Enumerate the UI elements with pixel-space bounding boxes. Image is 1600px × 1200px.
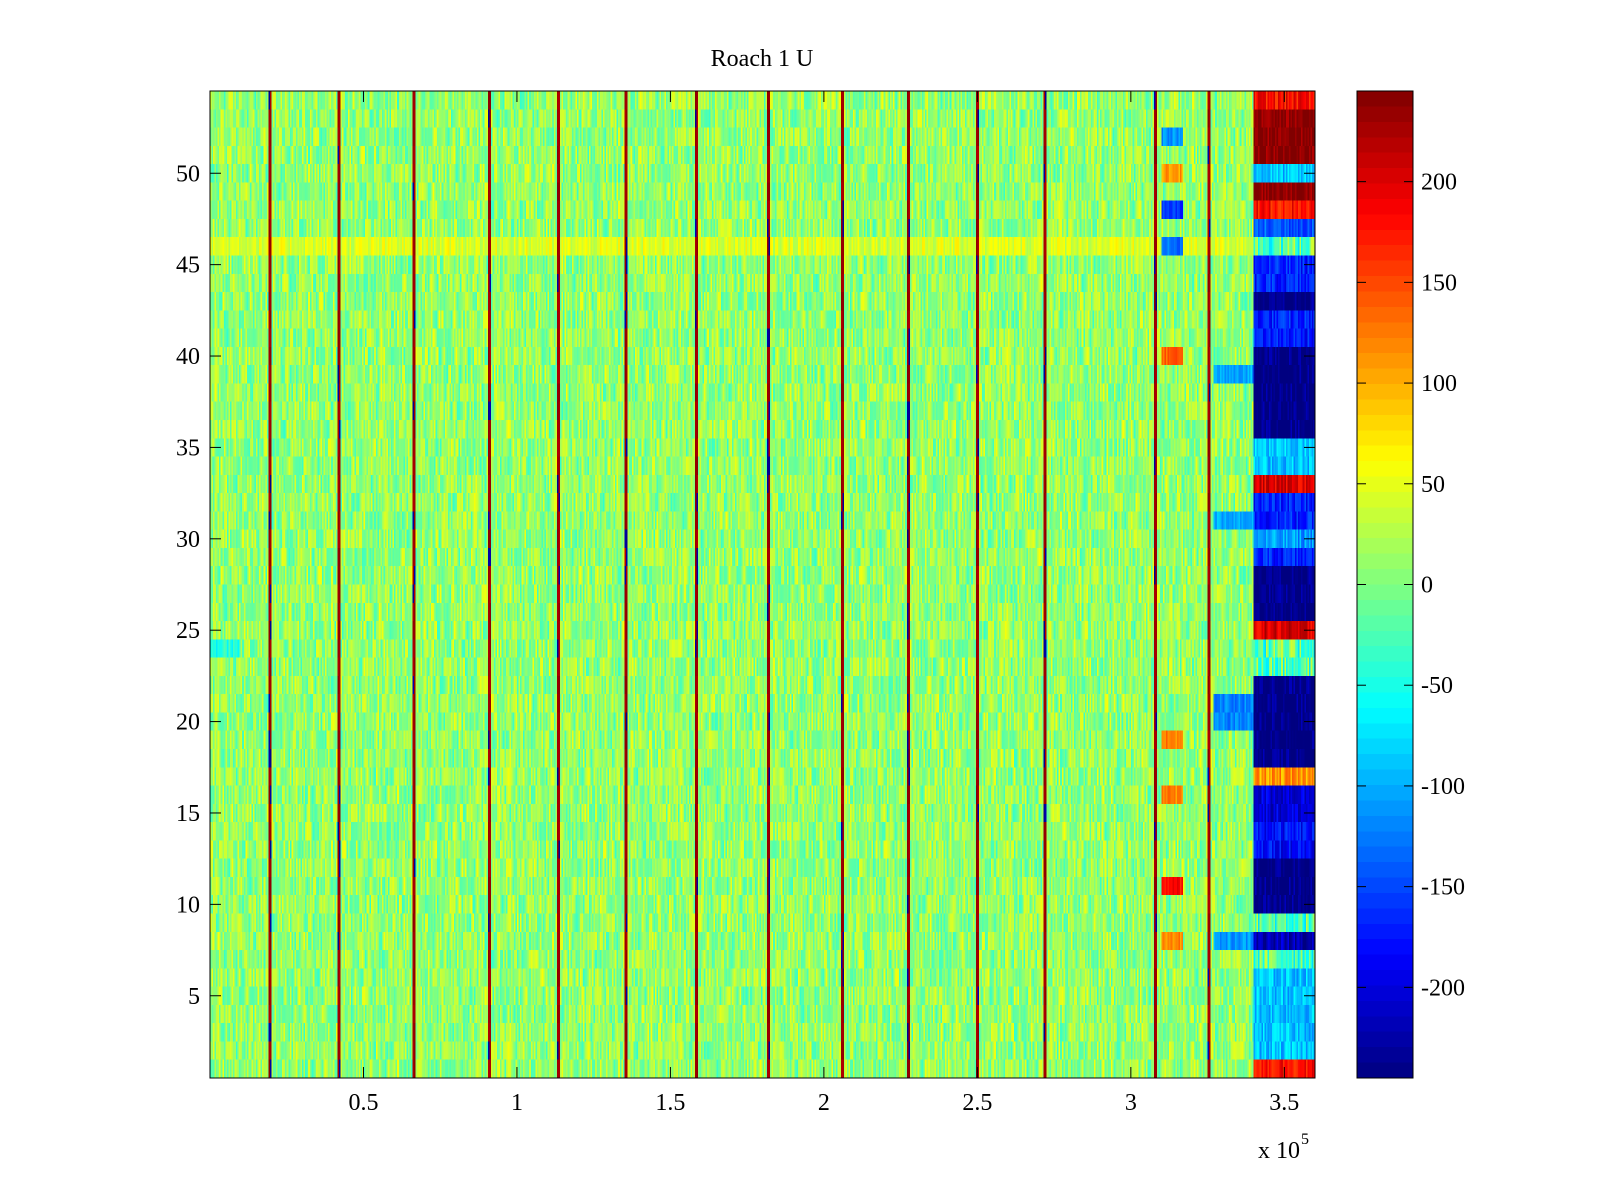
- x-tick-label: 0.5: [348, 1090, 378, 1116]
- y-tick-label: 10: [176, 892, 200, 918]
- y-tick-label: 25: [176, 618, 200, 644]
- colorbar-tick-label: -200: [1421, 975, 1465, 1001]
- y-axis: 5 10 15 20 25 30 35 40 45 50: [176, 161, 1315, 1010]
- y-tick-label: 5: [188, 984, 200, 1010]
- colorbar-tick-label: 100: [1421, 371, 1457, 397]
- y-tick-label: 30: [176, 527, 200, 553]
- x-exponent-label: x 10 5: [1258, 1131, 1309, 1164]
- x-tick-label: 3: [1125, 1090, 1137, 1116]
- colorbar-tick-label: -100: [1421, 774, 1465, 800]
- colorbar-tick-label: 0: [1421, 573, 1433, 599]
- heatmap-cells: [210, 91, 1315, 1078]
- y-tick-label: 40: [176, 344, 200, 370]
- colorbar-ticks: -200 -150 -100 -50 0 50 100 150 200: [1357, 170, 1465, 1001]
- x-axis: 0.5 1 1.5 2 2.5 3 3.5: [348, 91, 1299, 1116]
- y-tick-label: 35: [176, 435, 200, 461]
- x-tick-label: 2.5: [962, 1090, 992, 1116]
- colorbar-tick-label: -150: [1421, 875, 1465, 901]
- x-exponent-power: 5: [1301, 1131, 1309, 1148]
- chart-title: Roach 1 U: [711, 46, 814, 72]
- x-tick-label: 1: [511, 1090, 523, 1116]
- y-tick-label: 50: [176, 161, 200, 187]
- y-tick-label: 20: [176, 710, 200, 736]
- y-tick-label: 45: [176, 253, 200, 279]
- colorbar-tick-label: 150: [1421, 270, 1457, 296]
- colorbar-tick-label: -50: [1421, 673, 1453, 699]
- plot-area: [209, 90, 1316, 1079]
- y-tick-label: 15: [176, 801, 200, 827]
- axes-frame: [209, 90, 1316, 1079]
- colorbar-gradient: [1357, 91, 1413, 1078]
- x-tick-label: 1.5: [655, 1090, 685, 1116]
- x-tick-label: 2: [818, 1090, 830, 1116]
- x-exponent-base: x 10: [1258, 1138, 1300, 1164]
- x-tick-label: 3.5: [1269, 1090, 1299, 1116]
- colorbar-tick-label: 50: [1421, 472, 1445, 498]
- colorbar: -200 -150 -100 -50 0 50 100 150 200: [1356, 90, 1465, 1079]
- colorbar-tick-label: 200: [1421, 170, 1457, 196]
